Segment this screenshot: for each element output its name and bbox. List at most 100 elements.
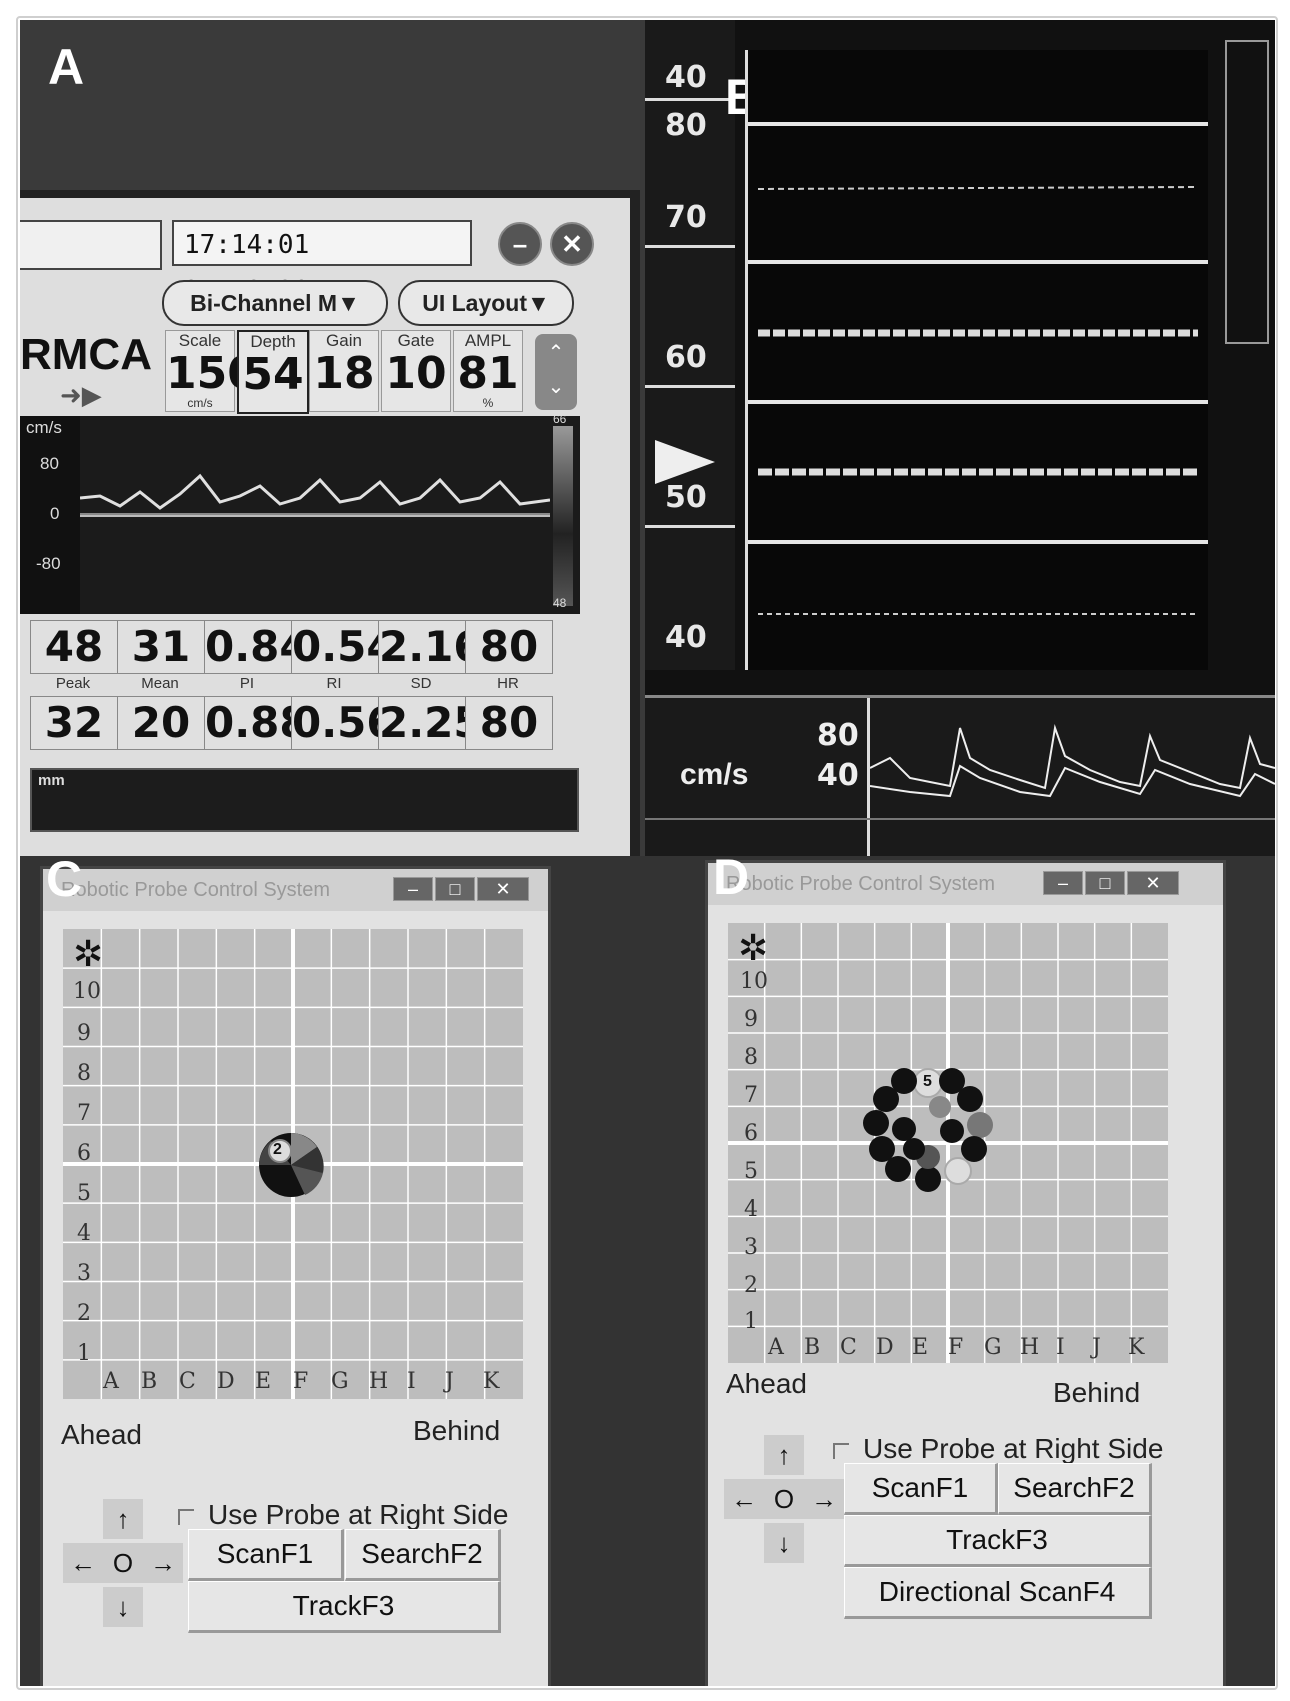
layout-dropdown[interactable]: UI Layout▼: [398, 280, 574, 326]
ahead-label: Ahead: [61, 1419, 142, 1450]
chevron-down-icon[interactable]: ⌄: [547, 376, 565, 398]
row-label: 3: [744, 1235, 758, 1260]
track-button[interactable]: TrackF3: [844, 1515, 1152, 1567]
col-label: I: [407, 1369, 416, 1394]
minimize-button[interactable]: –: [498, 222, 542, 266]
param-unit: %: [482, 396, 494, 410]
measure-label: PI: [239, 675, 255, 692]
param-scale[interactable]: Scale 150 cm/s: [165, 330, 258, 412]
search-button[interactable]: SearchF2: [345, 1529, 501, 1581]
minimize-button[interactable]: –: [1043, 871, 1083, 895]
minimize-button[interactable]: –: [393, 877, 433, 901]
search-button[interactable]: SearchF2: [998, 1463, 1152, 1515]
maximize-button[interactable]: □: [435, 877, 475, 901]
position-grid[interactable]: ✲ 10 9 8 7 6 5 4 3 2 1 A B C D E F G H I…: [63, 929, 523, 1399]
colorbar-top-label: 66: [553, 412, 567, 426]
panel-d-probe-control: Robotic Probe Control System – □ ✕ ✲ 10 …: [645, 856, 1275, 1686]
param-gain[interactable]: Gain 18: [309, 330, 379, 412]
measure-sd: 2.16: [378, 620, 483, 674]
mmode-signal: [758, 186, 1198, 190]
measure-sd-2: 2.25: [378, 696, 483, 750]
param-label: Gate: [397, 331, 435, 350]
mmode-signal: [758, 613, 1198, 615]
track-button[interactable]: TrackF3: [188, 1581, 501, 1633]
trend-unit: cm/s: [680, 758, 749, 791]
row-label: 9: [77, 1021, 91, 1046]
right-arrow-button[interactable]: →: [804, 1479, 844, 1519]
doppler-spectrum: cm/s 80 0 -80 66 48: [20, 412, 580, 614]
param-depth[interactable]: Depth 54: [237, 330, 309, 414]
mmode-signal: [758, 329, 1198, 337]
measure-label: RI: [326, 675, 342, 692]
col-label: K: [1128, 1335, 1145, 1360]
col-label: J: [1092, 1335, 1101, 1360]
center-button[interactable]: O: [764, 1479, 804, 1519]
up-arrow-button[interactable]: ↑: [103, 1499, 143, 1539]
row-label: 3: [77, 1261, 91, 1286]
center-button[interactable]: O: [103, 1543, 143, 1583]
close-button[interactable]: ✕: [1127, 871, 1179, 895]
measure-label: Mean: [141, 675, 179, 692]
col-label: F: [948, 1335, 964, 1360]
param-value: 81: [457, 348, 519, 399]
panel-label-c: C: [46, 856, 83, 907]
row-label: 6: [744, 1121, 758, 1146]
measure-label: HR: [497, 675, 519, 692]
row-label: 10: [740, 969, 768, 994]
spectrum-trace: [80, 473, 550, 517]
mode-dropdown[interactable]: Bi-Channel M▼: [162, 280, 388, 326]
param-ampl[interactable]: AMPL 81 %: [453, 330, 523, 412]
col-label: G: [331, 1369, 349, 1394]
col-label: E: [912, 1335, 929, 1360]
down-arrow-button[interactable]: ↓: [103, 1587, 143, 1627]
close-button[interactable]: ✕: [477, 877, 529, 901]
trend-display: cm/s 80 40: [645, 695, 1275, 856]
gear-icon[interactable]: ✲: [73, 933, 104, 974]
col-label: D: [876, 1335, 894, 1360]
panel-label-a: A: [48, 39, 85, 95]
right-side-checkbox[interactable]: Use Probe at Right Side: [178, 1499, 508, 1531]
col-label: K: [483, 1369, 500, 1394]
param-value: 54: [242, 349, 304, 400]
gear-icon[interactable]: ✲: [738, 927, 769, 968]
param-unit: cm/s: [187, 396, 213, 410]
checkbox-box[interactable]: [178, 1508, 194, 1525]
scan-button[interactable]: ScanF1: [188, 1529, 344, 1581]
ahead-label: Ahead: [726, 1368, 807, 1399]
row-label: 8: [744, 1045, 758, 1070]
maximize-button[interactable]: □: [1085, 871, 1125, 895]
row-label: 5: [77, 1181, 91, 1206]
left-arrow-button[interactable]: ←: [724, 1479, 764, 1519]
checkbox-box[interactable]: [833, 1442, 849, 1459]
param-value: 10: [385, 348, 447, 399]
param-gate[interactable]: Gate 10: [381, 330, 451, 412]
depth-stepper[interactable]: ⌃ ⌄: [535, 334, 577, 410]
close-button[interactable]: ✕: [550, 222, 594, 266]
directional-scan-button[interactable]: Directional ScanF4: [844, 1567, 1152, 1619]
position-grid[interactable]: ✲ 10 9 8 7 6 5 4 3 2 1 A B C D E F G H I…: [728, 923, 1168, 1363]
depth-divider: [645, 385, 735, 388]
measure-peak-2: 32: [30, 696, 118, 750]
measure-pi-2: 0.88: [204, 696, 309, 750]
measure-ri: 0.54: [291, 620, 396, 674]
col-label: A: [768, 1335, 784, 1360]
right-arrow-button[interactable]: →: [143, 1543, 183, 1583]
patient-field: [20, 220, 162, 270]
row-label: 8: [77, 1061, 91, 1086]
grid-lines: [728, 923, 1168, 1363]
gate-arrow-icon: [655, 440, 715, 484]
left-arrow-button[interactable]: ←: [63, 1543, 103, 1583]
row-label: 1: [744, 1309, 758, 1334]
measure-hr: 80: [465, 620, 553, 674]
right-side-checkbox[interactable]: Use Probe at Right Side: [833, 1433, 1163, 1465]
down-arrow-button[interactable]: ↓: [764, 1523, 804, 1563]
param-value: 150: [166, 348, 258, 399]
row-label: 1: [77, 1341, 91, 1366]
doppler-window: 17:14:01 21/12/2017 – ✕ Bi-Channel M▼ UI…: [20, 190, 640, 856]
up-arrow-button[interactable]: ↑: [764, 1435, 804, 1475]
mmode-chart: [745, 50, 1208, 670]
chevron-up-icon[interactable]: ⌃: [547, 342, 565, 364]
probe-arrow-icon: ➜▶: [60, 380, 102, 410]
scan-button[interactable]: ScanF1: [844, 1463, 998, 1515]
measure-peak: 48: [30, 620, 118, 674]
